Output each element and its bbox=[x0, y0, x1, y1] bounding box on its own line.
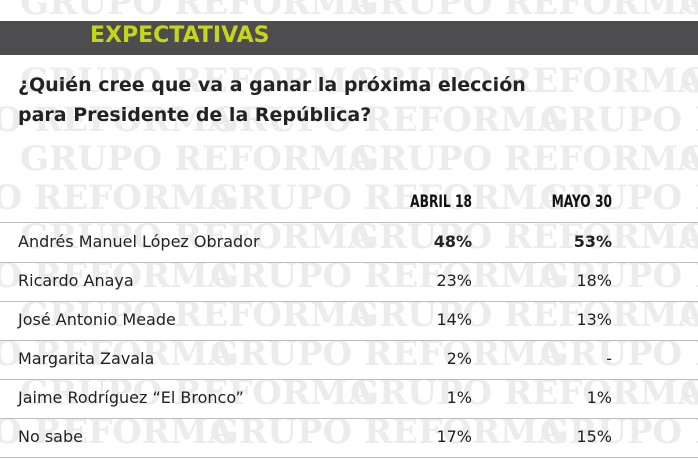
watermark: GRUPO REFORMA bbox=[350, 0, 698, 23]
cell-value: 53% bbox=[573, 232, 612, 251]
watermark: GRUPO REFORMA bbox=[20, 61, 375, 101]
watermark: GRUPO REFORMA bbox=[350, 139, 698, 179]
watermark: GRUPO REFORMA bbox=[20, 0, 375, 23]
watermark: GRUPO REFORMA bbox=[680, 217, 698, 257]
cell-label: Jaime Rodríguez “El Bronco” bbox=[18, 388, 244, 407]
cell-label: José Antonio Meade bbox=[18, 310, 176, 329]
watermark: GRUPO REFORMA bbox=[350, 61, 698, 101]
table-row: Margarita Zavala 2% - bbox=[0, 340, 698, 380]
cell-value: 1% bbox=[446, 388, 472, 407]
watermark: GRUPO REFORMA bbox=[210, 100, 565, 140]
watermark: GRUPO REFORMA bbox=[680, 373, 698, 413]
watermark: GRUPO REFORMA bbox=[20, 217, 375, 257]
cell-label: Andrés Manuel López Obrador bbox=[18, 232, 260, 251]
cell-value: 17% bbox=[436, 427, 472, 446]
table-row: Jaime Rodríguez “El Bronco” 1% 1% bbox=[0, 379, 698, 419]
column-header: MAYO 30 bbox=[551, 192, 612, 212]
question-line: para Presidente de la República? bbox=[18, 104, 372, 126]
cell-value: 13% bbox=[576, 310, 612, 329]
cell-value: 2% bbox=[446, 349, 472, 368]
watermark: GRUPO REFORMA bbox=[680, 295, 698, 335]
table-row: Ricardo Anaya 23% 18% bbox=[0, 262, 698, 302]
cell-value: 48% bbox=[433, 232, 472, 251]
cell-value: 23% bbox=[436, 271, 472, 290]
cell-value: 15% bbox=[576, 427, 612, 446]
cell-value: 1% bbox=[586, 388, 612, 407]
watermark: GRUPO REFORMA bbox=[540, 100, 698, 140]
watermark: GRUPO REFORMA bbox=[680, 0, 698, 23]
table-top-rule bbox=[0, 222, 698, 223]
watermark: GRUPO REFORMA bbox=[680, 139, 698, 179]
table-row: No sabe 17% 15% bbox=[0, 418, 698, 458]
table-row: José Antonio Meade 14% 13% bbox=[0, 301, 698, 341]
watermark: GRUPO REFORMA bbox=[0, 100, 235, 140]
table-row: Andrés Manuel López Obrador 48% 53% bbox=[0, 223, 698, 263]
cell-label: Margarita Zavala bbox=[18, 349, 155, 368]
column-header: ABRIL 18 bbox=[410, 192, 472, 212]
watermark: GRUPO REFORMA bbox=[20, 139, 375, 179]
cell-value: - bbox=[606, 349, 612, 368]
watermark: GRUPO REFORMA bbox=[350, 217, 698, 257]
header-title: EXPECTATIVAS bbox=[90, 23, 270, 48]
cell-value: 18% bbox=[576, 271, 612, 290]
watermark: GRUPO REFORMA bbox=[210, 178, 565, 218]
question-line: ¿Quién cree que va a ganar la próxima el… bbox=[18, 74, 526, 96]
cell-label: Ricardo Anaya bbox=[18, 271, 134, 290]
cell-value: 14% bbox=[436, 310, 472, 329]
watermark: GRUPO REFORMA bbox=[680, 61, 698, 101]
header-bar: EXPECTATIVAS bbox=[0, 21, 698, 55]
cell-label: No sabe bbox=[18, 427, 83, 446]
watermark: GRUPO REFORMA bbox=[0, 178, 235, 218]
watermark: GRUPO REFORMA bbox=[540, 178, 698, 218]
